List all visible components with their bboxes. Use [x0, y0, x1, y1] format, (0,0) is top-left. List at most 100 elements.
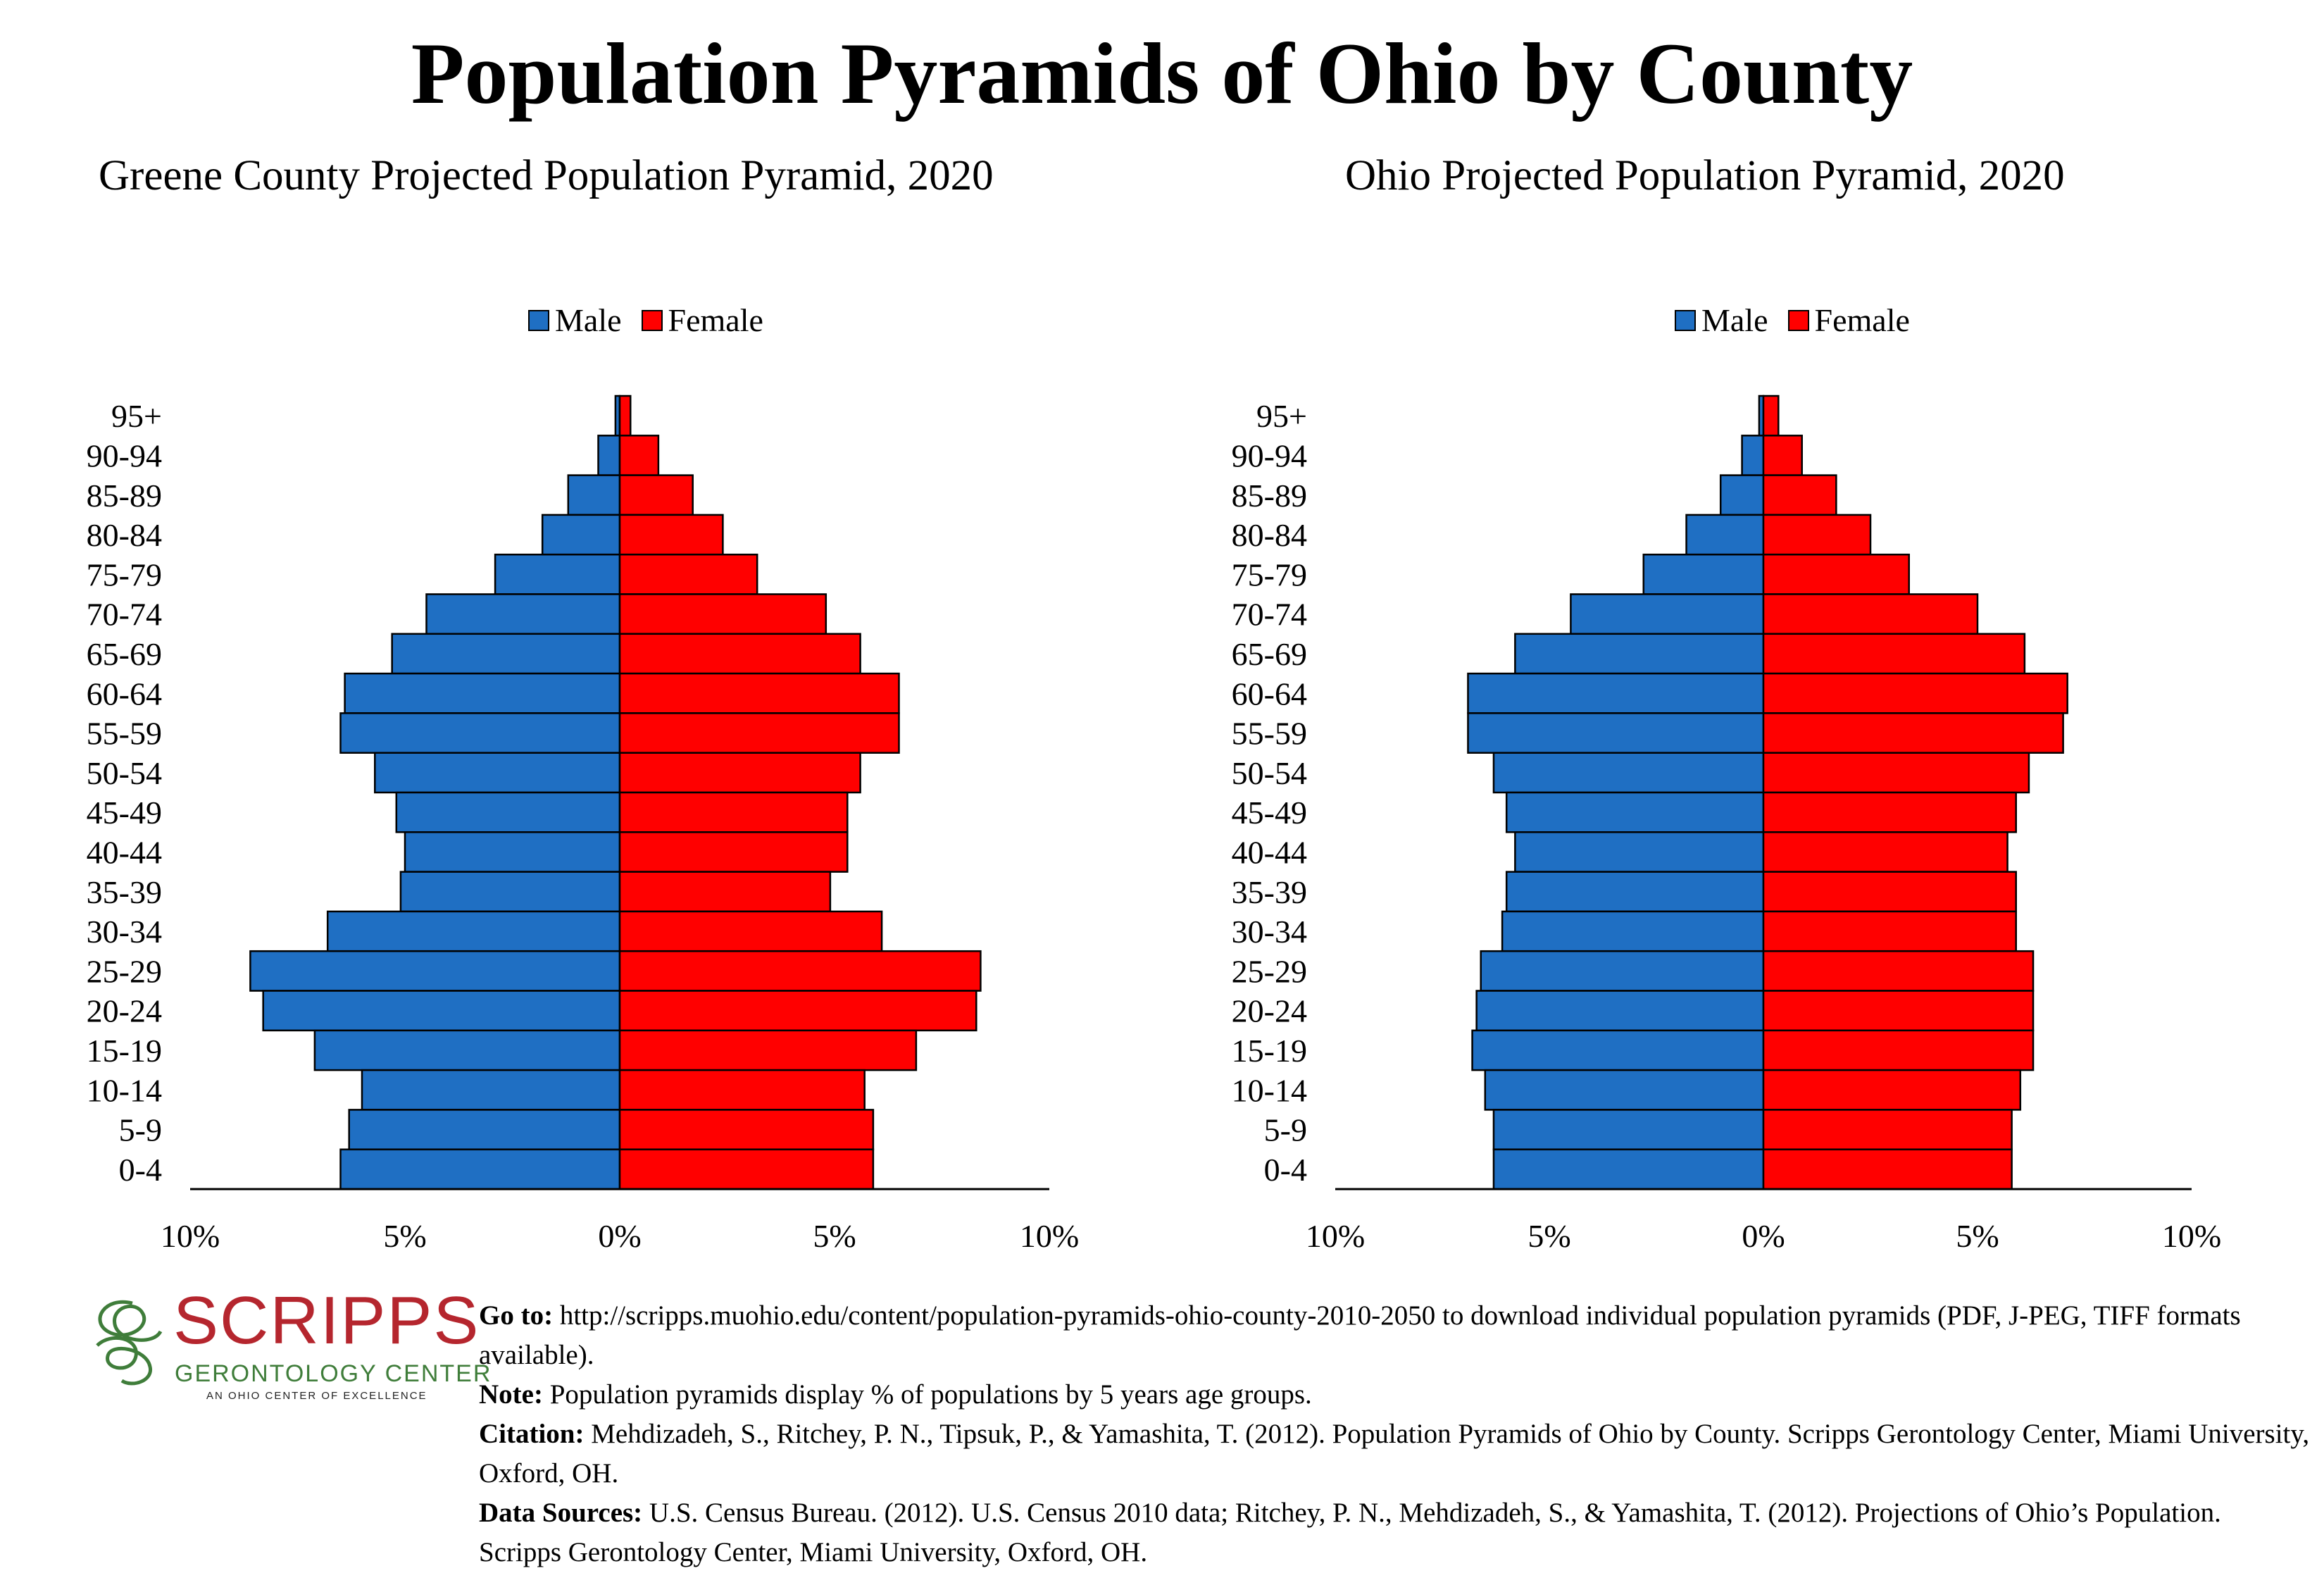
note-label: Note:: [479, 1379, 543, 1410]
ohio-chart: Ohio Projected Population Pyramid, 2020 …: [1148, 0, 2310, 1254]
legend-item-male: Male: [528, 299, 622, 342]
y-tick-label: 60-64: [1232, 676, 1307, 711]
bar-female-5-9: [1762, 1109, 2013, 1150]
bar-female-65-69: [1762, 633, 2026, 675]
bar-female-45-49: [1762, 791, 2017, 833]
y-tick-label: 15-19: [1232, 1033, 1307, 1069]
y-tick-label: 55-59: [1232, 716, 1307, 752]
y-tick-label: 90-94: [87, 437, 162, 473]
bar-female-75-79: [1762, 553, 1910, 595]
bar-male-10-14: [1484, 1069, 1765, 1111]
bar-male-20-24: [262, 990, 621, 1032]
chart-title: Ohio Projected Population Pyramid, 2020: [1345, 152, 2065, 199]
legend-swatch-male: [1675, 310, 1696, 331]
bar-male-85-89: [1719, 474, 1765, 516]
footer-citation: Citation: Mehdizadeh, S., Ritchey, P. N.…: [479, 1415, 2310, 1493]
bar-male-70-74: [425, 593, 621, 635]
logo-subtitle: GERONTOLOGY CENTER: [175, 1360, 492, 1387]
bar-female-0-4: [1762, 1148, 2013, 1191]
bar-female-60-64: [618, 672, 900, 714]
bar-female-95+: [1762, 394, 1780, 437]
bar-male-80-84: [541, 514, 621, 556]
bar-female-50-54: [1762, 752, 2030, 794]
legend-swatch-male: [528, 310, 549, 331]
y-tick-label: 95+: [1256, 398, 1307, 434]
bar-female-15-19: [1762, 1029, 2035, 1071]
logo-wordmark: SCRIPPS: [173, 1283, 480, 1358]
bar-female-5-9: [618, 1109, 875, 1150]
scripps-logo[interactable]: SCRIPPS GERONTOLOGY CENTER AN OHIO CENTE…: [83, 1282, 490, 1409]
bar-female-90-94: [618, 435, 660, 476]
bar-male-5-9: [348, 1109, 621, 1150]
bar-male-90-94: [597, 435, 621, 476]
y-tick-label: 0-4: [119, 1152, 162, 1188]
legend-item-female: Female: [1787, 299, 1910, 342]
y-tick-label: 70-74: [87, 597, 162, 633]
bar-female-85-89: [1762, 474, 1837, 516]
bar-female-20-24: [1762, 990, 2035, 1032]
y-tick-label: 70-74: [1232, 597, 1307, 633]
bar-female-25-29: [618, 950, 982, 992]
y-tick-label: 15-19: [87, 1033, 162, 1069]
bar-male-65-69: [1514, 633, 1765, 675]
bar-male-40-44: [1514, 831, 1765, 873]
y-tick-label: 35-39: [1232, 874, 1307, 910]
bar-male-0-4: [339, 1148, 621, 1191]
bar-female-35-39: [1762, 871, 2017, 913]
bar-female-70-74: [1762, 593, 1979, 635]
y-tick-label: 5-9: [1264, 1112, 1307, 1148]
bar-female-80-84: [618, 514, 724, 556]
bar-male-0-4: [1492, 1148, 1765, 1191]
goto-text[interactable]: http://scripps.muohio.edu/content/popula…: [479, 1300, 2241, 1370]
bar-female-55-59: [618, 712, 900, 754]
bar-female-15-19: [618, 1029, 918, 1071]
bar-female-50-54: [618, 752, 861, 794]
bar-male-25-29: [249, 950, 621, 992]
y-tick-label: 30-34: [1232, 914, 1307, 950]
y-tick-label: 45-49: [87, 795, 162, 831]
bar-male-15-19: [313, 1029, 621, 1071]
y-tick-label: 55-59: [87, 716, 162, 752]
x-tick-label: 10%: [161, 1218, 220, 1254]
y-tick-label: 20-24: [1232, 993, 1307, 1029]
y-tick-label: 35-39: [87, 874, 162, 910]
bar-female-20-24: [618, 990, 977, 1032]
bar-male-80-84: [1685, 514, 1765, 556]
y-tick-label: 20-24: [87, 993, 162, 1029]
y-tick-label: 75-79: [87, 557, 162, 592]
citation-label: Citation:: [479, 1419, 585, 1449]
bar-female-95+: [618, 394, 632, 437]
x-tick-label: 0%: [1742, 1218, 1785, 1254]
bar-male-60-64: [1467, 672, 1765, 714]
legend-swatch-female: [1787, 310, 1809, 331]
legend-label-female: Female: [668, 302, 763, 338]
bar-female-45-49: [618, 791, 849, 833]
bar-female-65-69: [618, 633, 861, 675]
bar-male-75-79: [494, 553, 621, 595]
y-tick-label: 65-69: [87, 636, 162, 672]
bar-female-0-4: [618, 1148, 875, 1191]
bar-male-65-69: [391, 633, 621, 675]
y-tick-label: 80-84: [1232, 517, 1307, 553]
bar-male-50-54: [1492, 752, 1765, 794]
bar-male-55-59: [1467, 712, 1765, 754]
y-tick-label: 85-89: [87, 478, 162, 514]
y-tick-label: 30-34: [87, 914, 162, 950]
bar-male-75-79: [1642, 553, 1765, 595]
y-tick-label: 50-54: [1232, 755, 1307, 791]
bar-male-70-74: [1570, 593, 1765, 635]
bar-female-10-14: [1762, 1069, 2022, 1111]
chart-title: Greene County Projected Population Pyram…: [99, 152, 994, 199]
bar-male-40-44: [404, 831, 621, 873]
chart-legend: Male Female: [1675, 299, 1930, 342]
y-tick-label: 65-69: [1232, 636, 1307, 672]
bar-male-60-64: [344, 672, 621, 714]
legend-item-female: Female: [641, 299, 763, 342]
bar-male-35-39: [1505, 871, 1765, 913]
bar-female-75-79: [618, 553, 758, 595]
legend-label-male: Male: [1701, 302, 1768, 338]
bar-male-25-29: [1480, 950, 1765, 992]
x-tick-label: 5%: [1956, 1218, 1999, 1254]
bar-female-35-39: [618, 871, 832, 913]
